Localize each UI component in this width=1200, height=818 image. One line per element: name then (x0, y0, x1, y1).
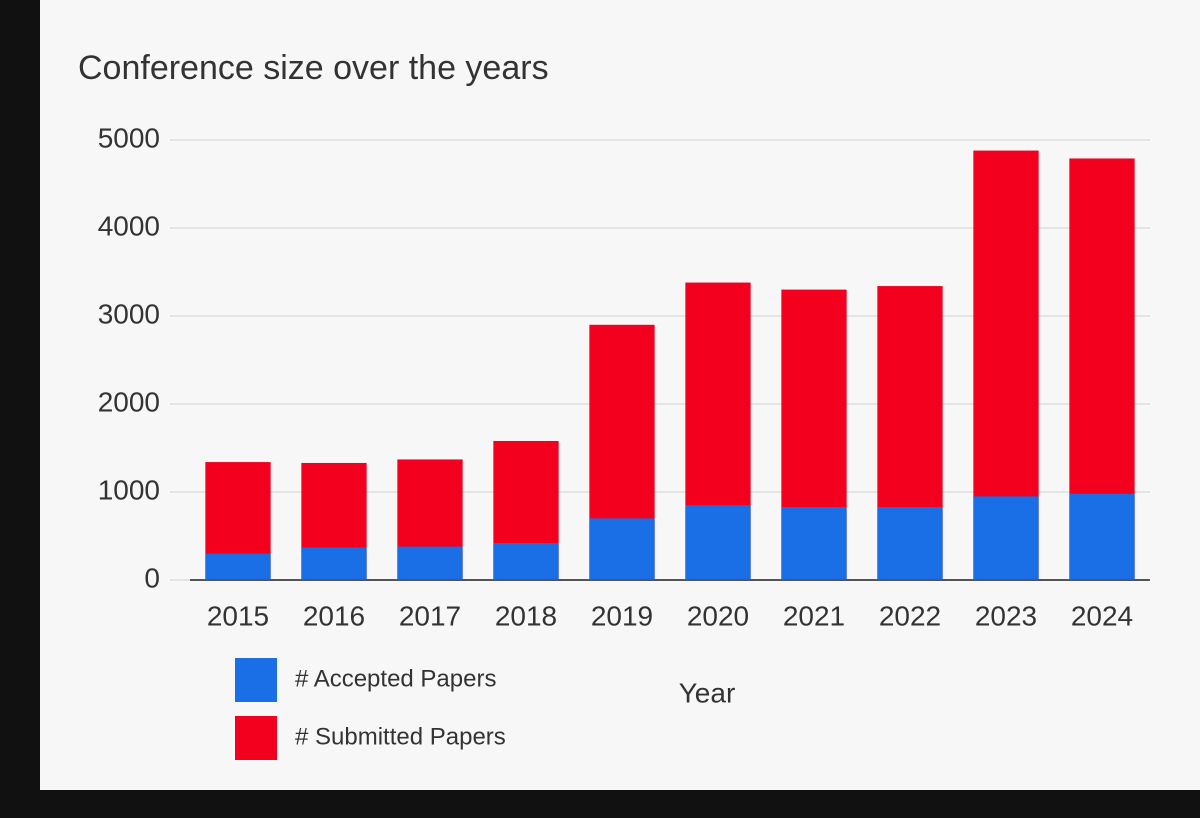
bar (685, 505, 751, 580)
legend-swatch (235, 716, 277, 760)
x-tick-label: 2017 (399, 600, 461, 631)
y-tick-label: 2000 (98, 386, 160, 417)
y-tick-label: 0 (144, 562, 160, 593)
y-tick-label: 4000 (98, 210, 160, 241)
bar (493, 543, 559, 580)
bar (397, 546, 463, 580)
y-tick-label: 5000 (98, 122, 160, 153)
x-tick-label: 2015 (207, 600, 269, 631)
x-tick-label: 2023 (975, 600, 1037, 631)
x-tick-label: 2016 (303, 600, 365, 631)
y-tick-label: 1000 (98, 474, 160, 505)
x-tick-label: 2019 (591, 600, 653, 631)
legend-label: # Accepted Papers (295, 665, 496, 692)
x-axis-title: Year (679, 677, 736, 708)
y-tick-label: 3000 (98, 298, 160, 329)
x-tick-label: 2018 (495, 600, 557, 631)
legend-label: # Submitted Papers (295, 723, 506, 750)
bar (781, 506, 847, 580)
bar (877, 506, 943, 580)
legend-swatch (235, 658, 277, 702)
x-tick-label: 2021 (783, 600, 845, 631)
bar (589, 518, 655, 580)
x-tick-label: 2024 (1071, 600, 1133, 631)
bar (1069, 493, 1135, 580)
x-tick-label: 2020 (687, 600, 749, 631)
x-tick-label: 2022 (879, 600, 941, 631)
chart-title: Conference size over the years (78, 49, 549, 87)
bar (973, 496, 1039, 580)
bar (205, 553, 271, 580)
bar (301, 547, 367, 580)
